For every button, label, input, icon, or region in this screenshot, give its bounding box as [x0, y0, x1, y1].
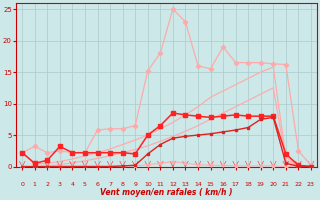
- X-axis label: Vent moyen/en rafales ( km/h ): Vent moyen/en rafales ( km/h ): [100, 188, 233, 197]
